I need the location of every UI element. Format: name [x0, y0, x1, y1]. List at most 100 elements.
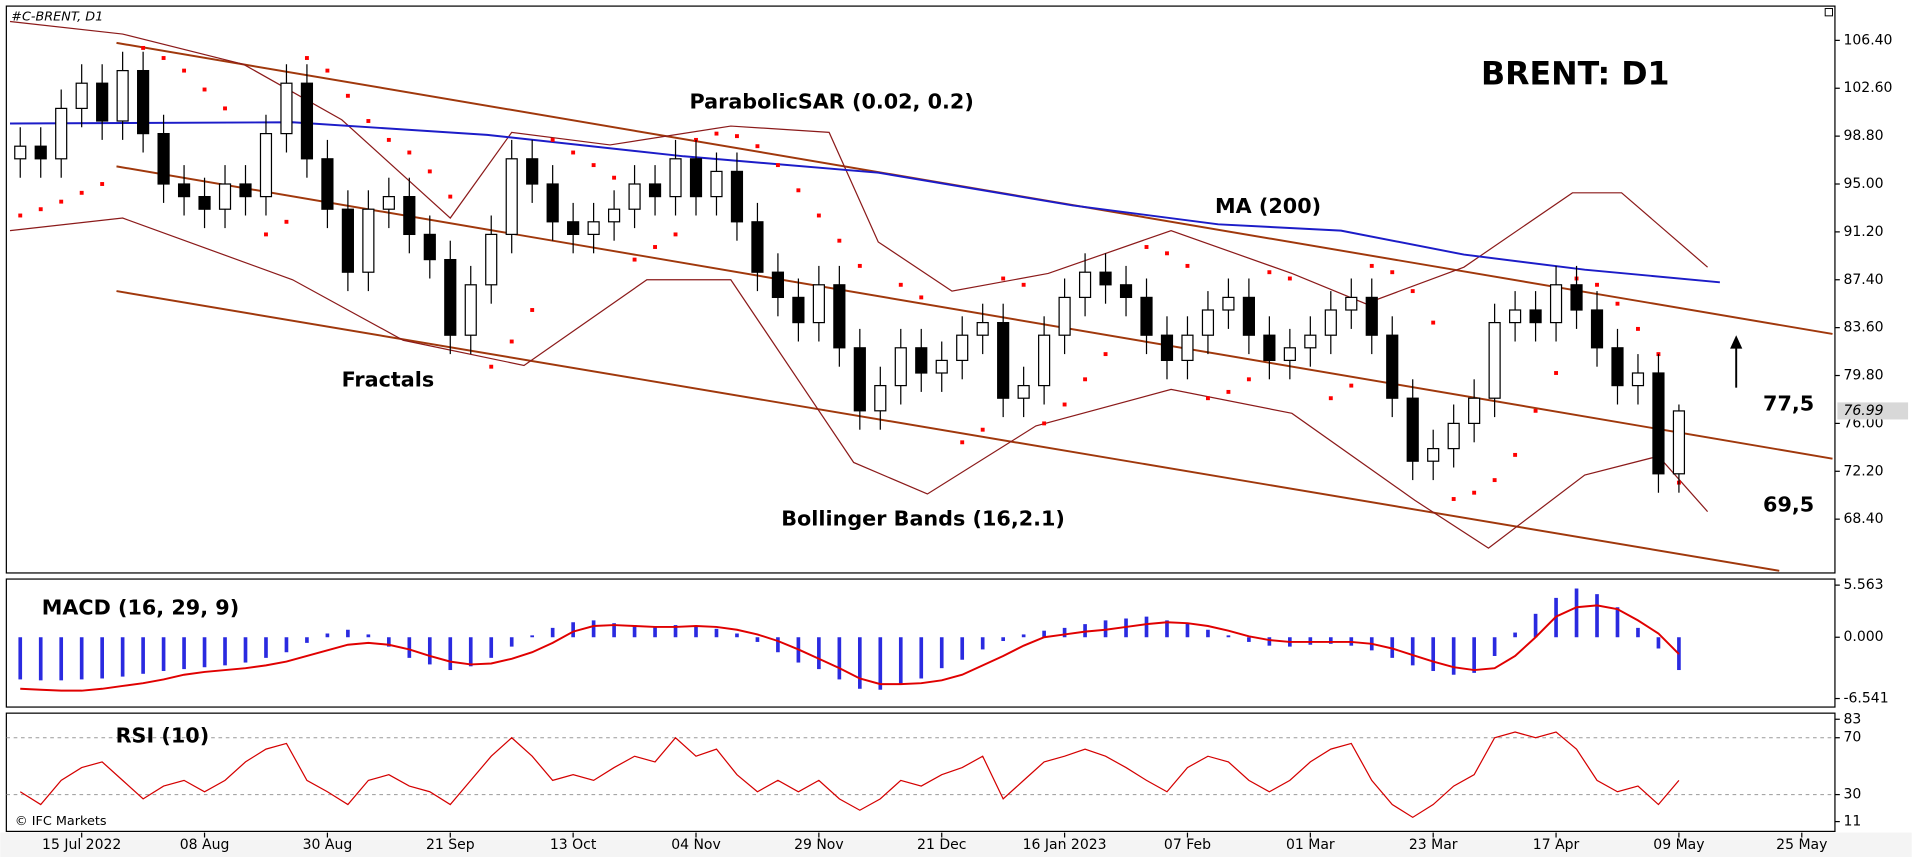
sar-dot [1103, 352, 1108, 357]
candle-body [96, 82, 109, 122]
candle-body [1631, 372, 1645, 387]
candle-body [1160, 334, 1174, 362]
bollinger-upper [9, 20, 1708, 305]
sar-dot [427, 169, 432, 174]
chart-title: BRENT: D1 [1481, 57, 1670, 93]
macd-bar [161, 637, 166, 671]
y-tick-label: 95.00 [1843, 176, 1883, 192]
macd-bar [325, 633, 330, 638]
macd-bar [1144, 616, 1149, 638]
candle-body [1570, 284, 1583, 311]
axes: 106.40 102.60 98.80 95.00 91.20 87.40 83.60 79.… [42, 32, 1909, 853]
x-tick-label: 23 Mar [1409, 837, 1458, 853]
x-tick-label: 17 Apr [1533, 837, 1580, 853]
macd-bar [1656, 637, 1661, 649]
candle-body [587, 221, 600, 236]
sar-dot [653, 245, 657, 249]
sar-dot [1328, 396, 1333, 401]
sar-dot [202, 87, 207, 92]
candle-body [689, 158, 703, 198]
sar-dot [1492, 478, 1497, 483]
candle-body [833, 284, 846, 349]
sar-dot [18, 213, 23, 218]
sar-dot [1042, 421, 1047, 426]
macd-bar [141, 637, 145, 674]
macd-bar [591, 620, 596, 638]
candle-body [423, 233, 436, 261]
macd-bar [1595, 594, 1599, 638]
macd-bar [898, 637, 903, 685]
macd-bar [939, 637, 944, 669]
candle-body [1181, 334, 1194, 362]
sar-dot [1226, 389, 1231, 394]
macd-bar [755, 637, 760, 642]
y-tick-label: 83.60 [1843, 320, 1883, 336]
main-plot [9, 20, 1833, 572]
y-tick-label: 83 [1843, 711, 1861, 727]
y-tick-label: 30 [1843, 787, 1861, 803]
macd-bar [550, 627, 555, 638]
sar-dot [837, 238, 842, 243]
candle-body [874, 384, 887, 412]
macd-bar [694, 626, 698, 638]
candle-body [218, 183, 232, 210]
macd-bar [305, 637, 309, 643]
sar-dot [1205, 396, 1210, 401]
macd-bar [223, 637, 227, 666]
macd-bar [857, 637, 862, 689]
y-tick-label: 11 [1843, 814, 1861, 830]
macd-bar [1206, 629, 1210, 638]
macd-bar [837, 637, 842, 680]
sar-dot [366, 119, 371, 123]
sar-label: ParabolicSAR (0.02, 0.2) [689, 89, 973, 113]
sar-dot [612, 175, 617, 180]
sar-dot [59, 199, 64, 204]
macd-panel [5, 578, 1836, 708]
sar-dot [1431, 320, 1436, 325]
x-tick-label: 09 May [1653, 837, 1704, 853]
macd-bar [632, 625, 637, 638]
sar-dot [161, 56, 166, 60]
macd-bar [264, 637, 268, 658]
candle-body [812, 284, 825, 324]
level-label: 77,5 [1763, 391, 1814, 415]
candle-body [321, 158, 334, 210]
candle-body [1652, 372, 1665, 475]
sar-dot [1513, 452, 1518, 457]
macd-bar [1185, 623, 1190, 638]
arrow-head [1730, 335, 1743, 349]
candle-body [1222, 296, 1235, 311]
candle-body [382, 195, 395, 210]
sar-dot [100, 182, 105, 186]
sar-dot [1062, 402, 1067, 407]
macd-bar [776, 637, 780, 653]
macd-bar [509, 637, 514, 647]
macd-bar [1472, 637, 1476, 673]
candle-body [607, 208, 621, 223]
candle-body [853, 347, 866, 412]
macd-bar [919, 637, 924, 679]
candle-body [1406, 397, 1419, 462]
main-panel [5, 5, 1836, 574]
sar-dot [1001, 276, 1006, 281]
candle-body [956, 334, 969, 362]
candle-body [1283, 347, 1296, 362]
macd-bar [1431, 637, 1436, 671]
candle-body [526, 158, 539, 185]
x-tick-label: 30 Aug [303, 837, 353, 853]
candle-body [259, 132, 273, 198]
candle-body [730, 170, 744, 223]
y-tick-label: 91.20 [1843, 224, 1883, 240]
macd-bar [1042, 630, 1046, 638]
y-tick-label: 102.60 [1843, 80, 1892, 96]
sar-dot [775, 163, 780, 168]
macd-bar [1001, 637, 1005, 641]
rsi-title: RSI (10) [116, 723, 210, 747]
candle-body [1386, 334, 1399, 399]
sar-dot [1246, 377, 1251, 382]
sar-dot [530, 308, 535, 312]
channel-line [116, 290, 1780, 572]
candle-body [14, 145, 27, 160]
y-tick-label: 5.563 [1843, 577, 1883, 593]
